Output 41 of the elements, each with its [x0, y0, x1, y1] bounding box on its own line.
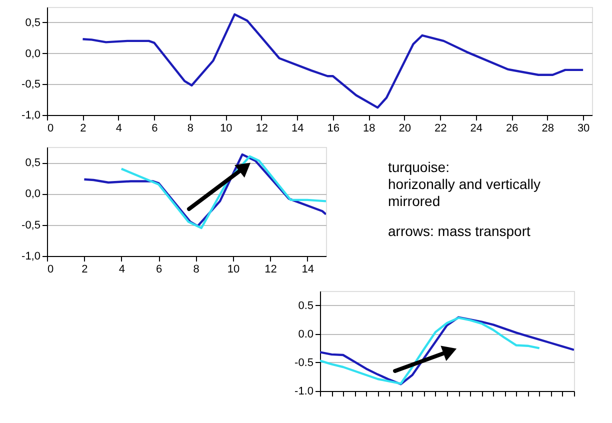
line-series — [120, 155, 326, 230]
y-tick-label: 0,5 — [25, 157, 40, 170]
y-tick-label: -0.5 — [294, 356, 314, 369]
y-tick-label: -0,5 — [22, 219, 40, 232]
x-tick-label: 8 — [193, 264, 200, 276]
x-tick-label: 6 — [156, 264, 162, 276]
x-tick-label: 30 — [577, 122, 590, 134]
x-tick-label: 28 — [542, 122, 554, 134]
x-tick-label: 10 — [220, 122, 232, 134]
y-tick-label: -1,0 — [22, 250, 40, 262]
x-tick-label: 2 — [82, 264, 88, 276]
x-tick-label: 6 — [152, 122, 158, 134]
y-tick-label: 0,0 — [25, 48, 40, 60]
x-tick-label: 12 — [256, 122, 268, 134]
y-tick-label: 0.5 — [298, 300, 314, 312]
x-tick-label: 0 — [48, 264, 54, 276]
x-tick-label: 10 — [227, 264, 240, 276]
x-tick-label: 22 — [434, 122, 447, 134]
y-tick-label: 0,5 — [25, 16, 40, 29]
y-tick-label: -1,0 — [22, 110, 40, 122]
x-tick-label: 2 — [80, 122, 86, 134]
x-tick-label: 4 — [116, 122, 122, 134]
y-tick-label: 0,0 — [25, 188, 40, 200]
x-tick-label: 18 — [363, 122, 376, 134]
x-tick-label: 26 — [506, 122, 518, 134]
text: turquoise: horizonally and vertically mirrored — [388, 159, 541, 209]
y-tick-label: 0.0 — [298, 328, 314, 340]
x-tick-label: 16 — [327, 122, 340, 134]
text: arrows: mass transport — [388, 223, 530, 239]
x-tick-label: 8 — [187, 122, 194, 134]
x-tick-label: 24 — [470, 122, 482, 134]
y-tick-label: -0,5 — [22, 78, 40, 91]
y-tick-label: -1.0 — [294, 386, 314, 398]
x-tick-label: 14 — [302, 264, 314, 276]
line-series — [82, 13, 584, 109]
x-tick-label: 14 — [292, 122, 304, 134]
x-tick-label: 4 — [118, 264, 125, 276]
line-series — [83, 153, 326, 228]
x-tick-label: 0 — [48, 122, 54, 134]
x-tick-label: 12 — [264, 264, 277, 276]
x-tick-label: 20 — [398, 122, 411, 134]
